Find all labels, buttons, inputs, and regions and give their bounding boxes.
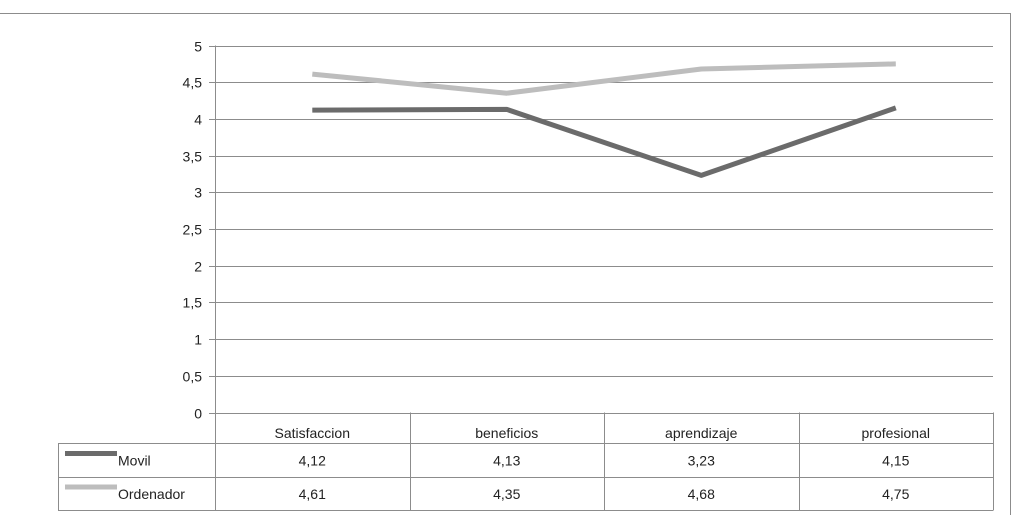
y-tick-label: 4,5 (183, 75, 203, 91)
y-tick-label: 2 (194, 259, 202, 275)
y-axis-tick-labels: 0 0,5 1 1,5 2 2,5 3 3,5 4 4,5 5 (183, 39, 203, 422)
y-tick-label: 4 (194, 112, 202, 128)
data-label: 4,12 (299, 453, 326, 469)
data-label: 4,68 (688, 486, 715, 502)
category-label: beneficios (475, 425, 538, 441)
category-label: aprendizaje (665, 425, 738, 441)
series-lines (312, 61, 897, 178)
data-table: Satisfaccion beneficios aprendizaje profesi… (58, 412, 994, 511)
y-tick-label: 0,5 (183, 369, 203, 385)
y-tick-label: 1,5 (183, 295, 203, 311)
series-line-ordenador (312, 61, 896, 96)
category-label: profesional (862, 425, 931, 441)
y-tick-label: 1 (194, 332, 202, 348)
data-label: 3,23 (688, 453, 715, 469)
y-tick-label: 2,5 (183, 222, 203, 238)
series-name-movil: Movil (118, 453, 151, 469)
data-label: 4,75 (882, 486, 909, 502)
y-tick-label: 3,5 (183, 149, 203, 165)
data-label: 4,61 (299, 486, 326, 502)
y-tick-label: 3 (194, 185, 202, 201)
gridlines (209, 45, 993, 511)
category-label: Satisfaccion (275, 425, 350, 441)
series-name-ordenador: Ordenador (118, 486, 185, 502)
y-tick-label: 5 (194, 39, 202, 55)
data-label: 4,35 (493, 486, 520, 502)
data-label: 4,13 (493, 453, 520, 469)
data-label: 4,15 (882, 453, 909, 469)
y-tick-label: 0 (194, 406, 202, 422)
series-line-movil (312, 105, 897, 178)
